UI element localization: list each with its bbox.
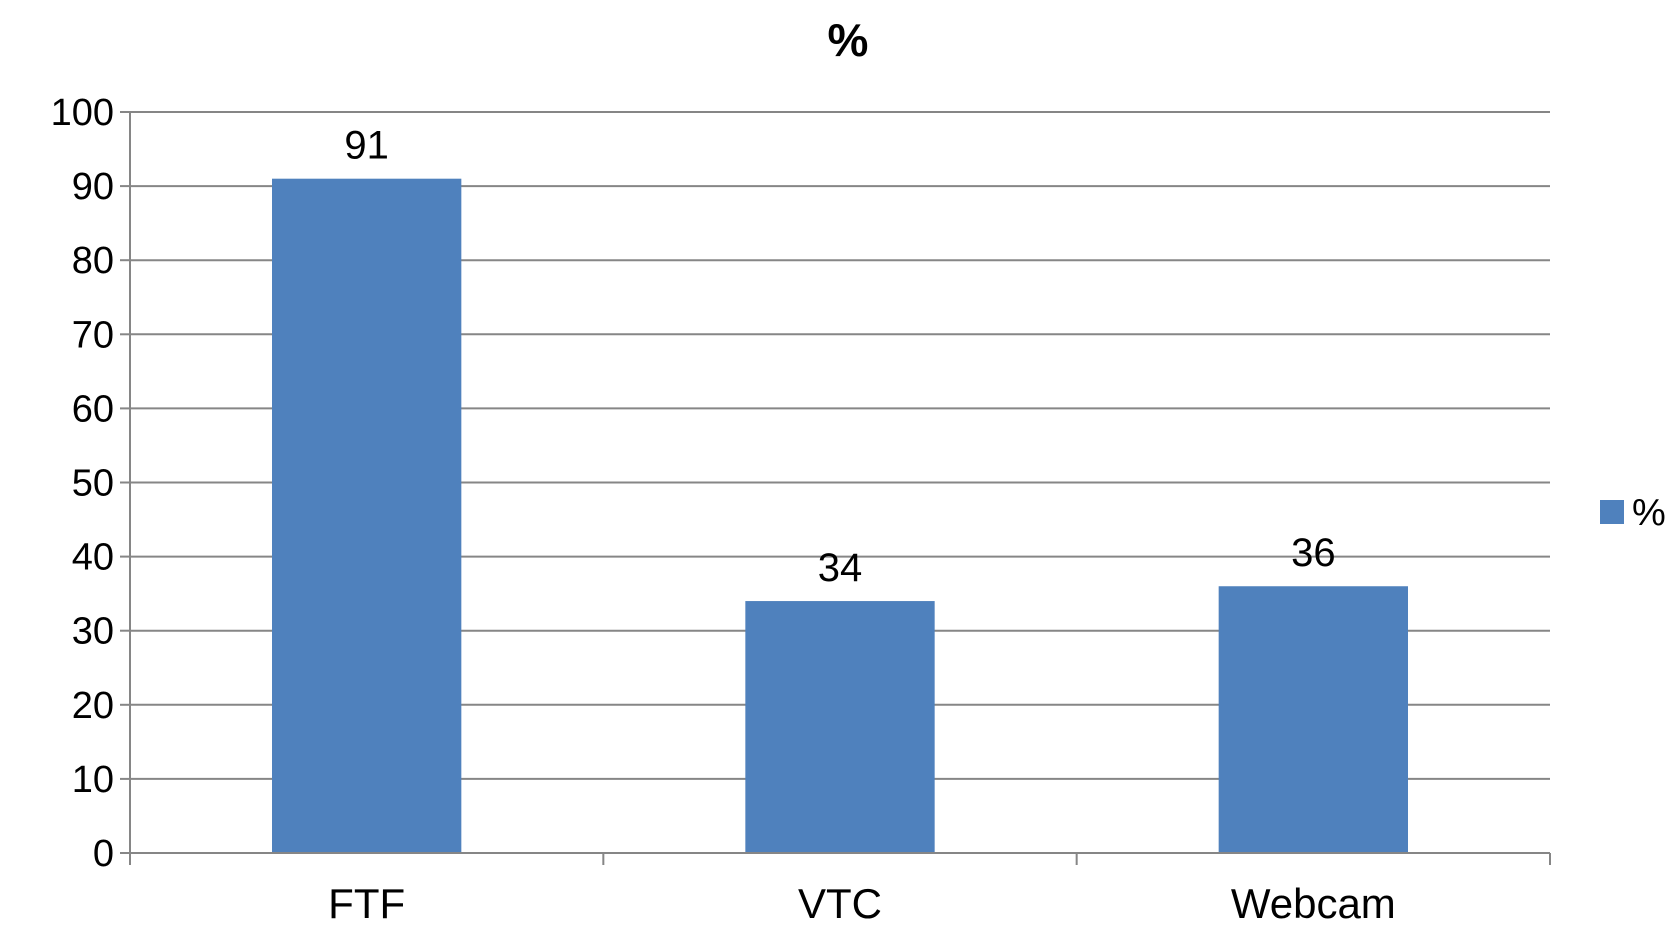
- bar-vtc: [745, 601, 935, 853]
- legend-label: %: [1632, 492, 1666, 534]
- y-tick-label: 100: [51, 92, 114, 134]
- y-tick-label: 20: [72, 685, 114, 727]
- y-tick-label: 30: [72, 611, 114, 653]
- x-axis-labels: FTF VTC Webcam: [328, 880, 1396, 927]
- legend: %: [1600, 492, 1666, 534]
- y-tick-label: 70: [72, 314, 114, 356]
- y-tick-label: 90: [72, 166, 114, 208]
- bar-webcam: [1218, 586, 1408, 853]
- axes: [129, 112, 1551, 865]
- y-tick-label: 40: [72, 537, 114, 579]
- bar-ftf: [272, 178, 462, 853]
- legend-swatch: [1600, 500, 1624, 524]
- chart-title: %: [828, 14, 869, 66]
- y-tick-label: 80: [72, 240, 114, 282]
- bars: [272, 178, 1408, 853]
- data-label: 36: [1291, 531, 1336, 575]
- y-tick-label: 50: [72, 463, 114, 505]
- data-label: 91: [344, 124, 389, 168]
- data-labels: 91 34 36: [344, 124, 1335, 590]
- y-tick-label: 10: [72, 759, 114, 801]
- data-label: 34: [818, 546, 863, 590]
- y-axis-ticks: 0 10 20 30 40 50 60 70 80 90 100: [51, 92, 130, 875]
- y-tick-label: 60: [72, 388, 114, 430]
- x-category-label: VTC: [798, 880, 882, 926]
- x-category-label: FTF: [328, 880, 405, 926]
- x-category-label: Webcam: [1231, 880, 1396, 926]
- y-tick-label: 0: [93, 833, 114, 875]
